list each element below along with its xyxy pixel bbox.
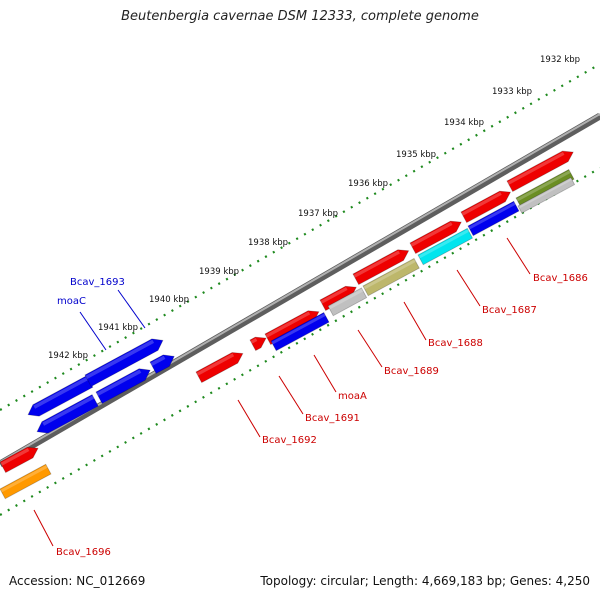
gene-moac [95, 368, 151, 404]
gene-bcav-1691-shine [265, 311, 311, 338]
gene-track-blue-shine [271, 313, 326, 345]
gene-moaa [319, 285, 357, 312]
label-leader-line [456, 269, 481, 307]
gene-track-khaki [362, 257, 420, 297]
gene-track-blue-2-shine [468, 202, 516, 230]
gene-track-grey [517, 176, 576, 214]
kbp-tick-label: 1939 kbp [199, 267, 239, 277]
gene-bcav-1688-shine [410, 222, 453, 247]
gene-track-cyan [417, 227, 474, 266]
genome-backbone-shadow [0, 112, 600, 468]
kbp-tick-label: 1942 kbp [48, 351, 88, 361]
label-leader-line [506, 237, 531, 275]
gene-small-1 [249, 336, 267, 352]
gene-bcav-1693 [84, 338, 164, 387]
gene-track-orange-shine [0, 465, 48, 493]
gene-label: Bcav_1696 [56, 547, 111, 558]
gene-bcav-1693-shine [85, 339, 155, 380]
gene-bcav-1686-shine [507, 151, 565, 185]
gene-moac-shine [96, 369, 142, 397]
gene-moac-end [149, 354, 175, 374]
gene-bcav-1691 [264, 310, 320, 346]
gene-label: moaA [338, 391, 367, 402]
kbp-tick-label: 1934 kbp [444, 118, 484, 128]
gene-label: Bcav_1691 [305, 413, 360, 424]
label-leader-line [33, 509, 54, 547]
gene-track-olive [515, 168, 575, 209]
kbp-tick-label: 1937 kbp [298, 209, 338, 219]
label-leader-line [117, 289, 146, 329]
label-leader-line [403, 301, 427, 341]
gene-bcav-1686 [506, 150, 574, 193]
gene-track-grey-shine [518, 178, 573, 209]
label-leader-line [79, 311, 107, 351]
gene-label: Bcav_1688 [428, 338, 483, 349]
label-leader-line [237, 399, 261, 438]
gene-bcav-1693-a-shine [33, 376, 89, 409]
gene-track-grey-2-shine [328, 288, 364, 310]
kbp-tick-label: 1941 kbp [98, 323, 138, 333]
gene-bcav-1689 [352, 249, 410, 286]
gene-track-blue [270, 311, 330, 352]
label-leader-line [278, 375, 304, 415]
gene-label: Bcav_1693 [70, 277, 125, 288]
kbp-tick-label: 1936 kbp [348, 179, 388, 189]
gene-track-blue-2 [467, 200, 520, 237]
gene-bcav-1688 [409, 220, 462, 255]
gene-track-cyan-shine [418, 229, 470, 259]
gene-bcav-1689-shine [353, 250, 400, 278]
gene-moac-a [36, 394, 99, 434]
gene-moaa-shine [320, 287, 348, 304]
gene-bcav-1692-shine [196, 353, 235, 376]
outer-scale-line [0, 63, 600, 411]
gene-moac-a-shine [42, 395, 95, 426]
gene-bcav-1692 [195, 352, 244, 384]
gene-track-olive-shine [516, 170, 571, 202]
label-leader-line [357, 329, 383, 368]
map-title: Beutenbergia cavernae DSM 12333, complet… [121, 9, 479, 24]
gene-track-orange [0, 463, 52, 500]
gene-small-1-shine [250, 338, 258, 344]
kbp-tick-label: 1940 kbp [149, 295, 189, 305]
kbp-tick-label: 1933 kbp [492, 87, 532, 97]
kbp-tick-label: 1932 kbp [540, 55, 580, 65]
accession-text: Accession: NC_012669 [9, 574, 146, 588]
gene-bcav-1696-shine [0, 448, 30, 466]
inner-scale-line [0, 167, 600, 516]
gene-bcav-1687 [460, 190, 512, 224]
gene-label: Bcav_1686 [533, 273, 588, 284]
gene-bcav-1687-shine [461, 191, 502, 216]
gene-label: moaC [57, 296, 86, 307]
gene-label: Bcav_1689 [384, 366, 439, 377]
topology-text: Topology: circular; Length: 4,669,183 bp… [260, 574, 590, 588]
gene-bcav-1696 [0, 446, 39, 474]
gene-track-khaki-shine [363, 259, 416, 290]
gene-track-grey-2 [327, 287, 368, 317]
genome-backbone [0, 113, 600, 463]
label-leader-line [313, 354, 337, 393]
kbp-tick-label: 1938 kbp [248, 238, 288, 248]
gene-label: Bcav_1687 [482, 305, 537, 316]
kbp-tick-label: 1935 kbp [396, 150, 436, 160]
gene-moac-end-shine [150, 355, 166, 367]
gene-label: Bcav_1692 [262, 435, 317, 446]
